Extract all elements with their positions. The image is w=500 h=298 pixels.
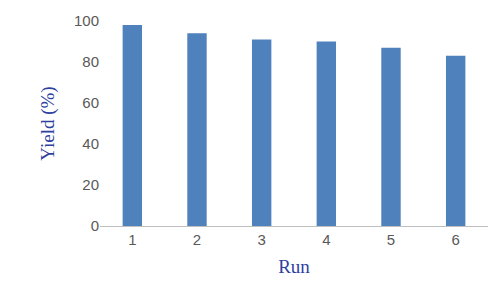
svg-text:60: 60 (82, 94, 99, 111)
svg-text:2: 2 (193, 231, 201, 248)
svg-text:20: 20 (82, 176, 99, 193)
svg-text:0: 0 (91, 217, 99, 234)
svg-text:100: 100 (74, 12, 99, 29)
svg-text:Yield (%): Yield (%) (37, 86, 59, 160)
svg-text:1: 1 (128, 231, 136, 248)
svg-text:5: 5 (387, 231, 395, 248)
svg-text:6: 6 (451, 231, 459, 248)
svg-text:3: 3 (257, 231, 265, 248)
svg-text:4: 4 (322, 231, 330, 248)
svg-text:Run: Run (278, 256, 310, 277)
svg-text:40: 40 (82, 135, 99, 152)
svg-text:80: 80 (82, 53, 99, 70)
